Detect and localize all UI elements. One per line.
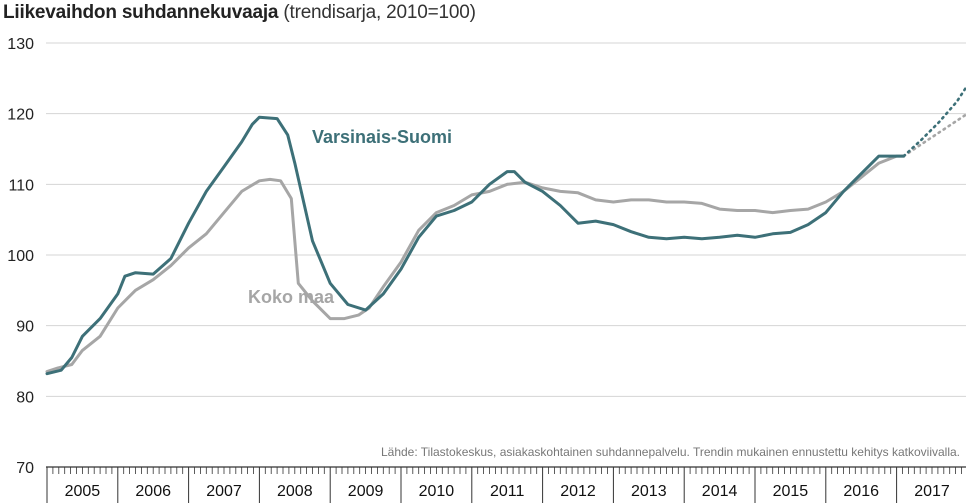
x-tick-label: 2008 bbox=[277, 483, 313, 500]
x-tick-label: 2009 bbox=[348, 483, 384, 500]
x-tick-label: 2011 bbox=[490, 483, 525, 500]
y-axis-ticks: 70 80 90 100 110 120 130 bbox=[7, 36, 34, 477]
source-note: Lähde: Tilastokeskus, asiakaskohtainen s… bbox=[381, 445, 960, 459]
x-tick-label: 2010 bbox=[419, 483, 455, 500]
chart-title-main: Liikevaihdon suhdannekuvaaja bbox=[3, 2, 279, 23]
y-tick-label: 90 bbox=[16, 319, 34, 336]
x-tick-label: 2014 bbox=[702, 483, 738, 500]
series-line-koko-maa-forecast bbox=[902, 113, 966, 158]
x-tick-label: 2015 bbox=[773, 483, 809, 500]
x-tick-label: 2006 bbox=[135, 483, 171, 500]
x-tick-label: 2013 bbox=[631, 483, 667, 500]
x-tick-label: 2012 bbox=[560, 483, 596, 500]
x-tick-label: 2005 bbox=[65, 483, 101, 500]
series-lines bbox=[45, 85, 966, 376]
x-tick-label: 2017 bbox=[914, 483, 950, 500]
x-tick-label: 2007 bbox=[206, 483, 242, 500]
chart-title: Liikevaihdon suhdannekuvaaja (trendisarj… bbox=[3, 2, 476, 24]
y-tick-label: 70 bbox=[16, 460, 34, 477]
series-label-koko-maa: Koko maa bbox=[248, 287, 335, 307]
series-line-koko-maa bbox=[45, 154, 906, 374]
y-tick-label: 120 bbox=[7, 107, 34, 124]
series-line-varsinais-suomi bbox=[45, 115, 906, 376]
x-tick-label: 2016 bbox=[843, 483, 879, 500]
series-label-varsinais-suomi: Varsinais-Suomi bbox=[312, 127, 452, 147]
y-tick-label: 100 bbox=[7, 248, 34, 265]
y-tick-label: 130 bbox=[7, 36, 34, 53]
x-axis: 2005 2006 2007 2008 2009 2010 2011 2012 2013 2014… bbox=[46, 467, 962, 503]
chart-title-sub: (trendisarja, 2010=100) bbox=[283, 2, 476, 23]
y-tick-label: 110 bbox=[8, 177, 34, 194]
grid-lines bbox=[46, 42, 966, 468]
series-line-varsinais-suomi-forecast bbox=[902, 85, 966, 158]
y-tick-label: 80 bbox=[16, 389, 34, 406]
